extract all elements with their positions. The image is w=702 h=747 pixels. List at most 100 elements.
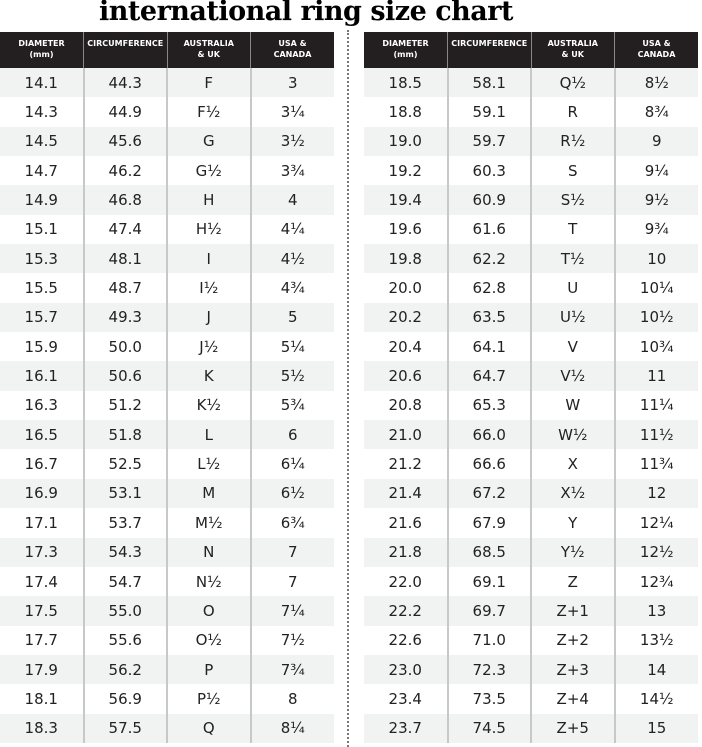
cell-usa-canada: 14½ (613, 684, 698, 714)
cell-usa-canada: 5¾ (249, 390, 334, 421)
table-row: 14.9 46.8 H 4 (0, 185, 334, 215)
cell-usa-canada: 11 (613, 361, 698, 391)
cell-circumference: 51.2 (82, 390, 167, 421)
cell-australia-uk: N (166, 537, 251, 567)
cell-usa-canada: 3½ (249, 126, 334, 157)
cell-australia-uk: Z+1 (530, 596, 615, 626)
table-row: 20.4 64.1 V 10¾ (364, 332, 698, 362)
cell-circumference: 63.5 (446, 302, 531, 333)
cell-usa-canada: 12¼ (613, 508, 698, 538)
cell-diameter: 20.0 (388, 279, 422, 298)
cell-diameter: 21.8 (364, 537, 448, 567)
header-line: AUSTRALIA (183, 39, 234, 48)
cell-australia-uk: Z+3 (530, 654, 615, 685)
cell-australia-uk: K½ (166, 390, 251, 421)
cell-circumference: 59.7 (446, 126, 531, 157)
cell-diameter: 18.8 (388, 103, 422, 122)
cell-circumference: 55.6 (82, 625, 167, 655)
cell-usa-canada: 10½ (613, 302, 698, 333)
cell-australia-uk: G (166, 126, 251, 157)
cell-circumference: 60.3 (446, 156, 531, 186)
cell-circumference: 47.4 (82, 214, 167, 245)
header-diameter: DIAMETER (mm) (364, 32, 448, 68)
cell-australia-uk: Z+5 (530, 713, 615, 743)
cell-usa-canada: 5½ (249, 361, 334, 391)
header-line: USA & (642, 39, 671, 48)
header-circumference: CIRCUMFERENCE (83, 32, 167, 68)
cell-diameter: 14.7 (24, 161, 58, 180)
cell-circumference: 44.9 (82, 97, 167, 127)
cell-circumference: 54.7 (82, 566, 167, 597)
cell-circumference: 54.3 (82, 537, 167, 567)
cell-diameter: 21.4 (364, 478, 448, 509)
table-row: 17.9 56.2 P 7¾ (0, 654, 334, 685)
cell-australia-uk: R½ (530, 126, 615, 157)
cell-diameter: 21.0 (364, 420, 448, 450)
cell-circumference: 55.0 (82, 596, 167, 626)
table-row: 14.1 44.3 F 3 (0, 68, 334, 98)
cell-diameter: 23.7 (364, 713, 448, 743)
header-line: DIAMETER (18, 39, 65, 48)
cell-circumference: 53.1 (82, 478, 167, 509)
cell-australia-uk: P (166, 654, 251, 685)
cell-diameter: 17.3 (0, 537, 84, 567)
cell-circumference: 58.1 (446, 68, 531, 98)
cell-circumference: 69.1 (446, 566, 531, 597)
cell-australia-uk: O½ (166, 625, 251, 655)
cell-usa-canada: 8¼ (249, 713, 334, 743)
dotted-divider (347, 30, 349, 747)
cell-circumference: 56.9 (82, 684, 167, 714)
table-row: 19.2 60.3 S 9¼ (364, 156, 698, 186)
cell-australia-uk: M (166, 478, 251, 509)
table-row: 19.4 60.9 S½ 9½ (364, 185, 698, 215)
cell-circumference: 74.5 (446, 713, 531, 743)
cell-australia-uk: K (166, 361, 251, 391)
cell-usa-canada: 4¼ (249, 214, 334, 245)
cell-australia-uk: N½ (166, 566, 251, 597)
table-row: 17.5 55.0 O 7¼ (0, 596, 334, 626)
cell-circumference: 48.1 (82, 244, 167, 274)
cell-diameter: 17.7 (24, 631, 58, 650)
cell-usa-canada: 6½ (249, 478, 334, 509)
cell-circumference: 48.7 (82, 273, 167, 303)
header-diameter: DIAMETER (mm) (0, 32, 84, 68)
cell-usa-canada: 11½ (613, 420, 698, 450)
cell-diameter: 19.6 (388, 220, 422, 239)
table-row: 23.4 73.5 Z+4 14½ (364, 684, 698, 714)
table-row: 18.1 56.9 P½ 8 (0, 684, 334, 714)
cell-circumference: 73.5 (446, 684, 531, 714)
cell-diameter: 18.5 (364, 68, 448, 98)
cell-diameter: 17.9 (0, 654, 84, 685)
cell-australia-uk: J½ (166, 332, 251, 362)
table-row: 21.4 67.2 X½ 12 (364, 478, 698, 509)
cell-circumference: 59.1 (446, 97, 531, 127)
cell-usa-canada: 9¼ (613, 156, 698, 186)
cell-circumference: 60.9 (446, 185, 531, 215)
cell-australia-uk: G½ (166, 156, 251, 186)
cell-usa-canada: 7¼ (249, 596, 334, 626)
cell-usa-canada: 7¾ (249, 654, 334, 685)
table-row: 18.8 59.1 R 8¾ (364, 97, 698, 127)
table-row: 21.0 66.0 W½ 11½ (364, 420, 698, 450)
cell-diameter: 19.4 (364, 185, 448, 215)
cell-diameter: 16.1 (0, 361, 84, 391)
cell-circumference: 65.3 (446, 390, 531, 421)
table-row: 20.0 62.8 U 10¼ (364, 273, 698, 303)
cell-circumference: 69.7 (446, 596, 531, 626)
cell-australia-uk: W (530, 390, 615, 421)
cell-diameter: 15.9 (24, 337, 58, 356)
cell-circumference: 52.5 (82, 449, 167, 479)
cell-australia-uk: I (166, 244, 251, 274)
cell-circumference: 62.8 (446, 273, 531, 303)
cell-usa-canada: 6¼ (249, 449, 334, 479)
cell-usa-canada: 6 (249, 420, 334, 450)
cell-circumference: 62.2 (446, 244, 531, 274)
cell-circumference: 67.9 (446, 508, 531, 538)
cell-diameter: 20.8 (388, 396, 422, 415)
table-row: 15.3 48.1 I 4½ (0, 244, 334, 274)
table-row: 18.3 57.5 Q 8¼ (0, 713, 334, 743)
cell-usa-canada: 13 (613, 596, 698, 626)
cell-australia-uk: Z+2 (530, 625, 615, 655)
table-row: 22.6 71.0 Z+2 13½ (364, 625, 698, 655)
cell-australia-uk: L½ (166, 449, 251, 479)
